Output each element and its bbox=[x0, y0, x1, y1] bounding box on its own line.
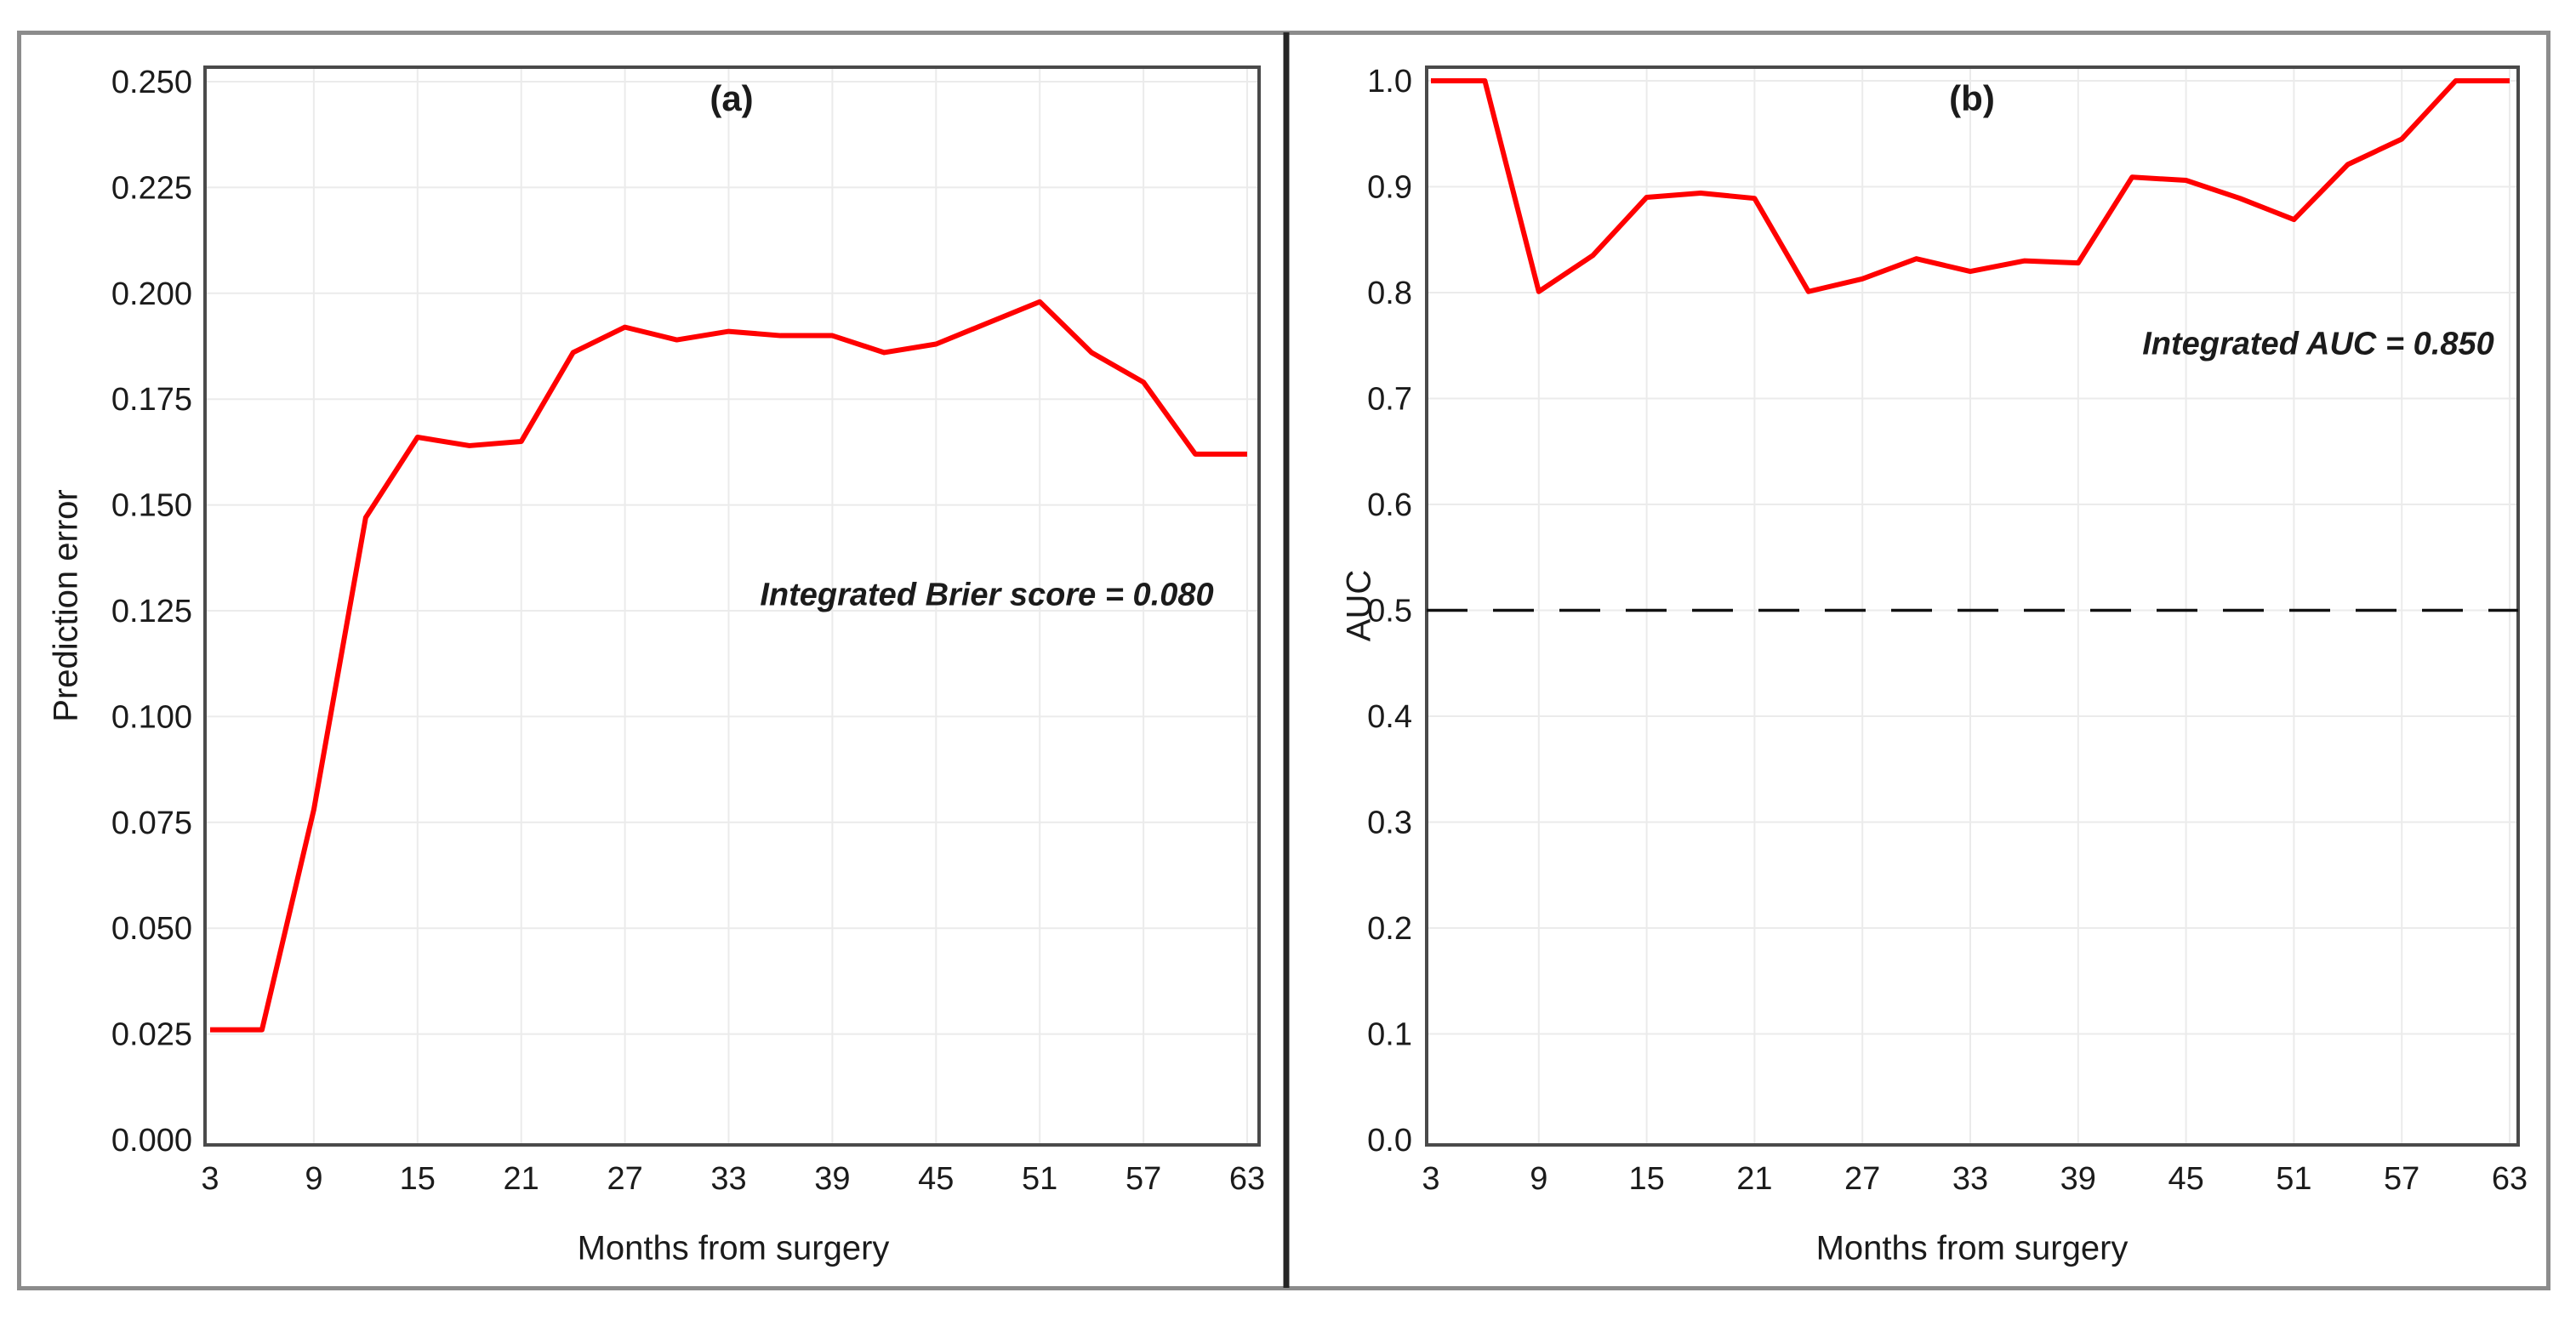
x-tick-label: 27 bbox=[607, 1161, 642, 1197]
x-tick-label: 9 bbox=[305, 1161, 322, 1197]
y-tick-label: 0.100 bbox=[111, 699, 192, 735]
y-tick-label: 0.025 bbox=[111, 1017, 192, 1053]
x-tick-label: 51 bbox=[2276, 1161, 2311, 1197]
panel-a-annotation: Integrated Brier score = 0.080 bbox=[760, 577, 1214, 613]
y-tick-label: 0.1 bbox=[1367, 1017, 1412, 1053]
y-tick-label: 0.200 bbox=[111, 276, 192, 312]
y-tick-label: 0.225 bbox=[111, 170, 192, 206]
panel-a-yaxis-title: Prediction error bbox=[47, 489, 85, 722]
y-tick-label: 0.2 bbox=[1367, 911, 1412, 947]
y-tick-label: 0.075 bbox=[111, 806, 192, 841]
x-tick-label: 9 bbox=[1530, 1161, 1547, 1197]
plot-frame bbox=[203, 65, 1261, 1147]
panel-a-xaxis-title: Months from surgery bbox=[577, 1229, 890, 1267]
x-tick-label: 63 bbox=[1229, 1161, 1265, 1197]
y-tick-label: 0.175 bbox=[111, 382, 192, 418]
x-tick-label: 15 bbox=[1628, 1161, 1664, 1197]
y-tick-label: 0.7 bbox=[1367, 382, 1412, 418]
x-tick-label: 39 bbox=[814, 1161, 850, 1197]
y-tick-label: 0.125 bbox=[111, 594, 192, 629]
y-tick-label: 0.0 bbox=[1367, 1123, 1412, 1159]
x-tick-label: 15 bbox=[400, 1161, 436, 1197]
y-tick-label: 0.050 bbox=[111, 911, 192, 947]
x-tick-label: 57 bbox=[2384, 1161, 2419, 1197]
x-tick-label: 63 bbox=[2492, 1161, 2528, 1197]
panel-a-title: (a) bbox=[710, 78, 754, 118]
y-tick-label: 0.4 bbox=[1367, 699, 1412, 735]
x-tick-label: 3 bbox=[201, 1161, 219, 1197]
x-tick-label: 57 bbox=[1126, 1161, 1161, 1197]
plot-frame bbox=[1425, 65, 2520, 1147]
y-tick-label: 0.8 bbox=[1367, 276, 1412, 311]
y-tick-label: 0.3 bbox=[1367, 806, 1412, 841]
x-tick-label: 33 bbox=[710, 1161, 746, 1197]
x-tick-label: 51 bbox=[1022, 1161, 1057, 1197]
x-tick-label: 45 bbox=[2168, 1161, 2203, 1197]
y-tick-label: 0.6 bbox=[1367, 487, 1412, 523]
y-tick-label: 1.0 bbox=[1367, 64, 1412, 100]
y-tick-label: 0.000 bbox=[111, 1123, 192, 1159]
panel-b-annotation: Integrated AUC = 0.850 bbox=[2142, 326, 2494, 362]
y-tick-label: 0.250 bbox=[111, 65, 192, 100]
panel-b-title: (b) bbox=[1949, 78, 1995, 118]
y-tick-label: 0.9 bbox=[1367, 170, 1412, 206]
x-tick-label: 3 bbox=[1422, 1161, 1439, 1197]
series-line bbox=[1431, 78, 2510, 294]
x-tick-label: 45 bbox=[918, 1161, 954, 1197]
x-tick-label: 21 bbox=[1736, 1161, 1772, 1197]
x-tick-label: 21 bbox=[504, 1161, 539, 1197]
panel-b-xaxis-title: Months from surgery bbox=[1815, 1229, 2129, 1267]
panel-b-yaxis-title: AUC bbox=[1340, 569, 1378, 642]
x-tick-label: 33 bbox=[1952, 1161, 1988, 1197]
x-tick-label: 39 bbox=[2060, 1161, 2096, 1197]
series-line bbox=[210, 299, 1247, 1033]
x-tick-label: 27 bbox=[1844, 1161, 1880, 1197]
y-tick-label: 0.150 bbox=[111, 488, 192, 524]
y-tick-label: 0.5 bbox=[1367, 594, 1412, 629]
